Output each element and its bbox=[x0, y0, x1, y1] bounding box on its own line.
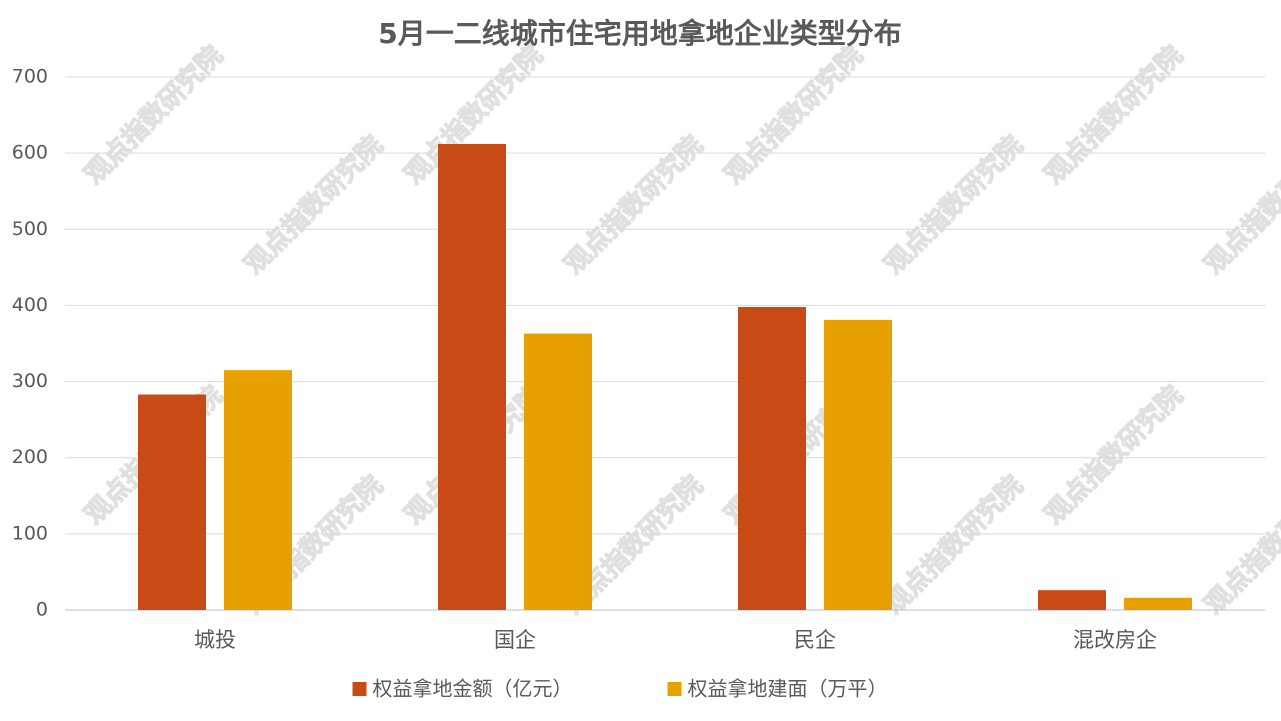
watermark: 观点指数研究院 bbox=[1038, 40, 1189, 191]
y-tick-label: 200 bbox=[12, 446, 48, 468]
watermark: 观点指数研究院 bbox=[878, 130, 1029, 281]
watermark: 观点指数研究院 bbox=[1198, 130, 1281, 281]
watermark: 观点指数研究院 bbox=[718, 40, 869, 191]
legend-swatch bbox=[352, 682, 367, 696]
y-tick-label: 300 bbox=[12, 370, 48, 392]
bar bbox=[1124, 597, 1192, 610]
x-tick-label: 城投 bbox=[194, 628, 236, 652]
bar bbox=[1038, 590, 1106, 610]
x-tick-label: 国企 bbox=[494, 628, 536, 652]
x-tick-label: 民企 bbox=[794, 628, 836, 652]
bar bbox=[224, 370, 292, 610]
y-tick-label: 500 bbox=[12, 218, 48, 240]
bar bbox=[438, 144, 506, 610]
watermark: 观点指数研究院 bbox=[238, 130, 389, 281]
bar bbox=[738, 306, 806, 610]
legend-swatch bbox=[667, 682, 682, 696]
chart-title: 5月一二线城市住宅用地拿地企业类型分布 bbox=[378, 17, 902, 50]
legend-label: 权益拿地金额（亿元） bbox=[373, 677, 573, 701]
y-tick-label: 700 bbox=[12, 66, 48, 88]
bar bbox=[824, 319, 892, 610]
y-tick-label: 400 bbox=[12, 294, 48, 316]
watermark: 观点指数研究院 bbox=[878, 470, 1029, 621]
watermark: 观点指数研究院 bbox=[78, 40, 229, 191]
watermark: 观点指数研究院 bbox=[1198, 470, 1281, 621]
y-tick-label: 100 bbox=[12, 522, 48, 544]
watermark: 观点指数研究院 bbox=[1038, 380, 1189, 531]
bar bbox=[138, 394, 206, 610]
y-tick-label: 600 bbox=[12, 142, 48, 164]
watermark: 观点指数研究院 bbox=[558, 130, 709, 281]
y-tick-label: 0 bbox=[36, 599, 48, 621]
x-tick-label: 混改房企 bbox=[1073, 628, 1157, 652]
bar bbox=[524, 333, 592, 610]
legend-label: 权益拿地建面（万平） bbox=[688, 677, 888, 701]
